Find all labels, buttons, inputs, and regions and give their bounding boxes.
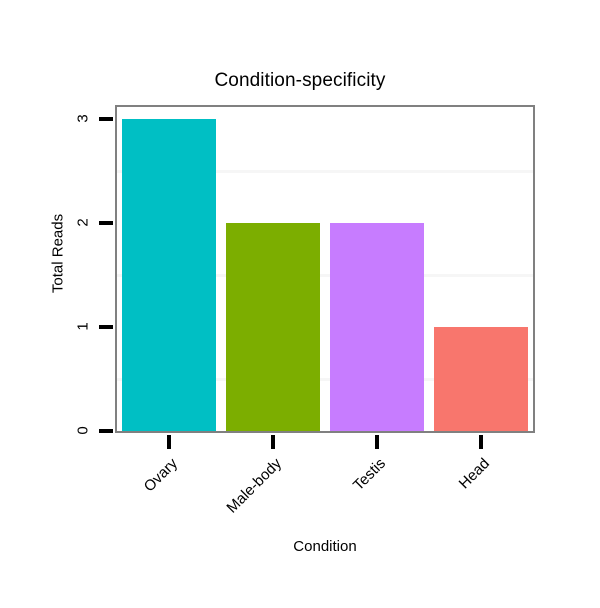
y-axis-tick-label: 2 [74,218,92,227]
x-axis-title: Condition [293,538,357,555]
bar [122,119,216,431]
plot-panel [115,105,535,433]
y-axis-tick-label: 0 [74,426,92,435]
y-axis-tick-mark [99,117,113,122]
gridline-minor [117,169,533,173]
plot-panel-inner [117,107,533,431]
x-axis-tick-mark [375,435,379,449]
y-axis-title: Total Reads [49,213,67,294]
gridline-minor [117,377,533,381]
y-axis-tick-label: 3 [74,114,92,124]
x-axis-tick-mark [271,435,275,449]
y-axis-tick-mark [99,325,113,330]
chart-title: Condition-specificity [214,70,386,91]
bar [330,223,424,431]
y-axis-tick-mark [99,429,113,433]
y-axis-tick-mark [99,221,113,226]
bar [434,327,528,431]
x-axis-tick-mark [167,435,171,449]
y-axis-tick-label: 1 [74,322,92,331]
x-axis-tick-mark [479,435,483,449]
gridline-minor [117,273,533,277]
bar [226,223,320,431]
